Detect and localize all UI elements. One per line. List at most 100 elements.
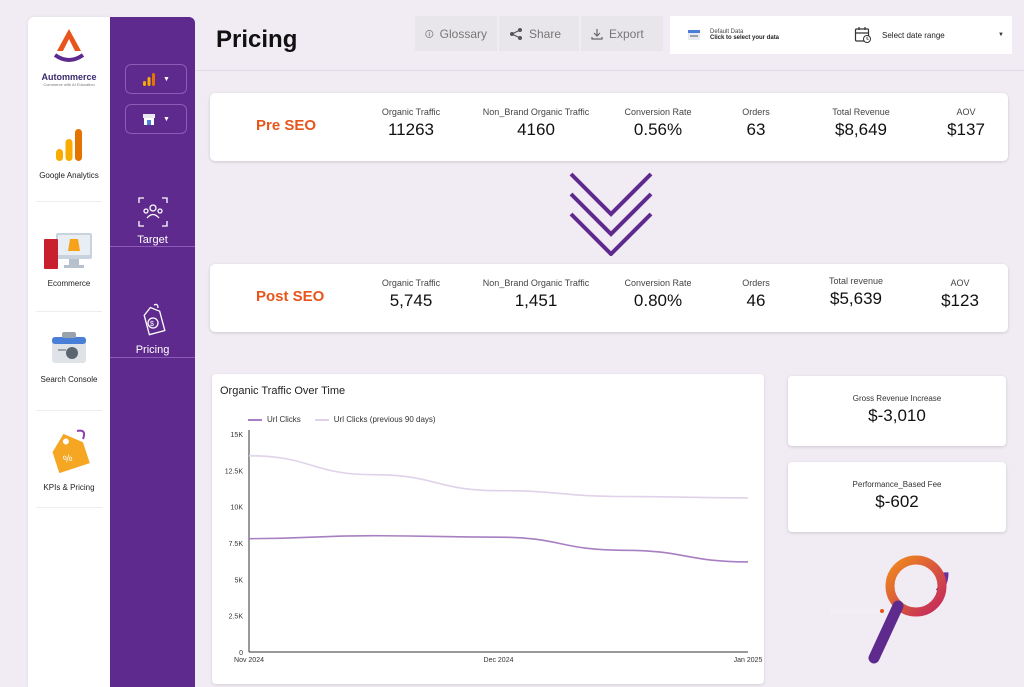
metric-label: Conversion Rate: [624, 278, 692, 288]
pre-seo-label: Pre SEO: [256, 117, 317, 134]
kpi-label: Gross Revenue Increase: [852, 394, 942, 403]
search-console-icon: [52, 332, 86, 363]
rail-item-search-console[interactable]: Search Console: [28, 329, 110, 384]
series-line-0[interactable]: [248, 534, 749, 563]
date-range-selector[interactable]: Select date range ▼: [854, 26, 1004, 44]
metric-total-revenue: Total Revenue $8,649: [832, 107, 890, 140]
metric-total-revenue: Total revenue $5,639: [829, 276, 883, 309]
metric-value: 63: [746, 120, 766, 139]
data-source-title: Default Data: [710, 29, 744, 35]
store-dropdown[interactable]: ▼: [125, 104, 187, 134]
store-icon: [143, 114, 156, 125]
chevron-down-icon: ▼: [163, 75, 170, 83]
x-tick-label: Dec 2024: [484, 657, 514, 664]
metric-label: Organic Traffic: [381, 107, 441, 117]
legend-swatch: [248, 418, 262, 421]
nav-item-label: Pricing: [135, 344, 170, 356]
section-nav: ▼ ▼ Target $: [110, 17, 195, 687]
metric-value: 0.56%: [633, 120, 683, 139]
metric-label: Total Revenue: [832, 107, 890, 117]
metric-value: $5,639: [829, 289, 882, 308]
legend-swatch: [314, 418, 329, 421]
filter-bar: Default Data Click to select your data S…: [670, 16, 1012, 54]
performance-fee-card: Performance_Based Fee $-602: [788, 462, 1006, 532]
kpi-label: Performance_Based Fee: [852, 480, 942, 489]
rail-item-label: KPIs & Pricing: [43, 483, 95, 492]
metric-label: Total revenue: [828, 276, 884, 286]
series-line-1[interactable]: [248, 455, 749, 499]
nav-item-pricing[interactable]: $ Pricing: [110, 303, 195, 356]
magnifier-illustration-icon: [830, 555, 949, 664]
y-tick-label: 5K: [234, 577, 243, 584]
date-range-label: Select date range: [882, 30, 945, 40]
metric-organic-traffic: Organic Traffic 5,745: [382, 278, 440, 311]
chart-title: Organic Traffic Over Time: [220, 385, 346, 397]
data-source-selector[interactable]: Default Data Click to select your data: [686, 27, 779, 43]
analytics-dropdown[interactable]: ▼: [125, 64, 187, 94]
chevron-down-arrow-icon: [569, 172, 653, 256]
rail-item-google-analytics[interactable]: Google Analytics: [28, 127, 110, 180]
metric-orders: Orders 63: [742, 107, 770, 140]
organic-traffic-chart-card: Organic Traffic Over Time Url Clicks Url…: [212, 374, 764, 684]
kpi-value: $-602: [875, 492, 919, 511]
metric-label: Organic Traffic: [381, 278, 441, 288]
legend-item[interactable]: Url Clicks: [248, 415, 301, 424]
y-tick-label: 10K: [231, 505, 244, 512]
share-label: Share: [529, 26, 562, 41]
gross-revenue-card: Gross Revenue Increase $-3,010: [788, 376, 1006, 446]
metric-label: Conversion Rate: [624, 107, 692, 117]
metric-label: Non_Brand Organic Traffic: [482, 107, 590, 117]
metric-value: 0.80%: [633, 291, 683, 310]
x-tick-label: Jan 2025: [734, 657, 763, 664]
google-analytics-icon: [143, 73, 156, 86]
x-tick-label: Nov 2024: [234, 657, 264, 664]
chart-legend: Url Clicks Url Clicks (previous 90 days): [248, 415, 436, 424]
data-source-subtitle: Click to select your data: [710, 35, 780, 41]
metric-label: Non_Brand Organic Traffic: [482, 278, 590, 288]
ecommerce-icon: [44, 233, 92, 269]
metric-value: 1,451: [514, 291, 558, 310]
metric-value: 4160: [517, 120, 555, 139]
legend-label: Url Clicks (previous 90 days): [333, 415, 436, 424]
legend-label: Url Clicks: [267, 415, 301, 424]
rail-item-kpis-pricing[interactable]: % KPIs & Pricing: [28, 429, 110, 492]
metric-organic-traffic: Organic Traffic 11263: [382, 107, 440, 140]
metric-orders: Orders 46: [742, 278, 770, 311]
metric-nonbrand-traffic: Non_Brand Organic Traffic 1,451: [483, 278, 589, 311]
post-seo-label: Post SEO: [256, 288, 325, 305]
rail-item-ecommerce[interactable]: Ecommerce: [28, 231, 110, 288]
metric-conversion-rate: Conversion Rate 0.56%: [624, 107, 691, 140]
y-tick-label: 2.5K: [229, 614, 244, 621]
metric-conversion-rate: Conversion Rate 0.80%: [624, 278, 691, 311]
price-tag-icon: %: [52, 429, 90, 474]
calendar-icon: [854, 27, 871, 43]
glossary-label: Glossary: [439, 26, 487, 41]
export-button[interactable]: Export: [581, 16, 663, 51]
y-tick-label: 0: [239, 650, 243, 657]
svg-text:$: $: [150, 321, 154, 328]
page-title: Pricing: [216, 26, 298, 53]
download-icon: [591, 28, 603, 40]
metric-aov: AOV $137: [947, 107, 985, 140]
metric-value: $123: [941, 291, 979, 310]
metric-label: Orders: [742, 278, 770, 288]
nav-item-target[interactable]: Target: [110, 195, 195, 246]
info-icon: [425, 29, 434, 38]
metric-aov: AOV $123: [941, 278, 979, 311]
metric-value: $137: [947, 120, 985, 139]
glossary-button[interactable]: Glossary: [415, 16, 497, 51]
export-label: Export: [609, 26, 644, 41]
share-button[interactable]: Share: [499, 16, 579, 51]
legend-item[interactable]: Url Clicks (previous 90 days): [314, 415, 436, 424]
target-icon: [137, 197, 168, 227]
chevron-down-icon: ▼: [998, 32, 1004, 38]
share-icon: [510, 27, 522, 40]
rail-item-label: Google Analytics: [39, 171, 99, 180]
google-analytics-icon: [56, 129, 82, 161]
y-tick-label: 15K: [231, 432, 244, 439]
y-tick-label: 7.5K: [229, 541, 244, 548]
chevron-down-icon: ▼: [163, 115, 170, 123]
data-source-icon: [688, 30, 700, 40]
brand-tagline: Commerce with AI Education: [43, 82, 95, 87]
metric-label: AOV: [950, 278, 970, 288]
